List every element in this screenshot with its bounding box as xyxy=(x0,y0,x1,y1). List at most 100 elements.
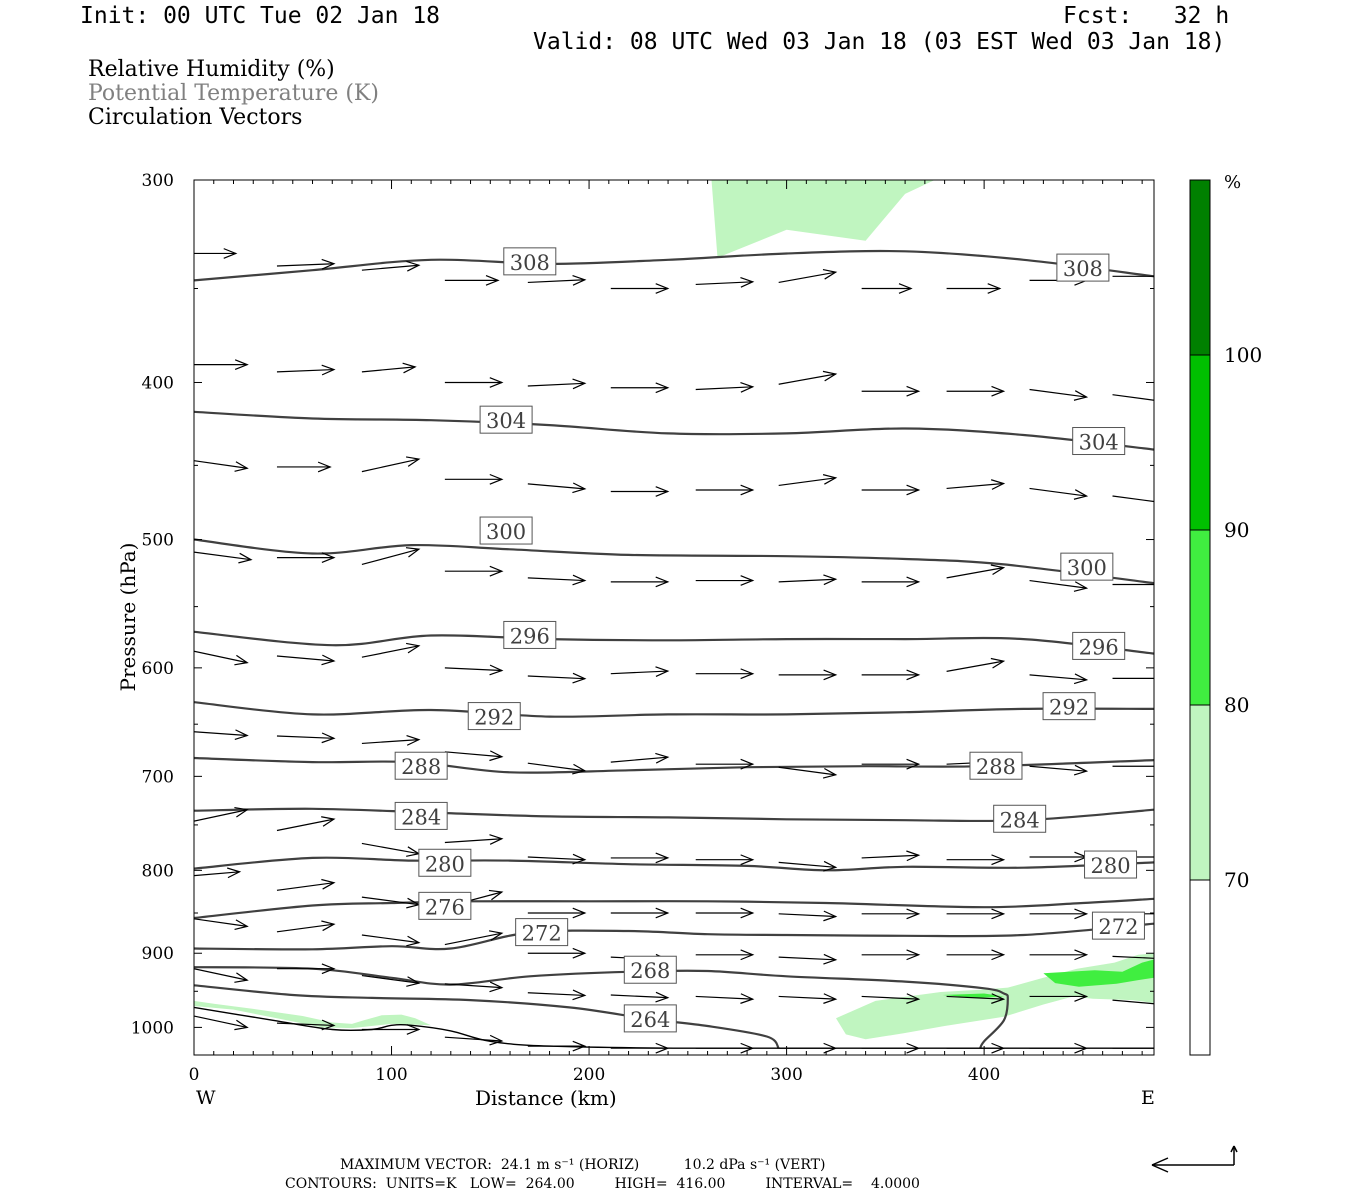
y-tick-label: 600 xyxy=(142,659,174,679)
wind-vector xyxy=(1112,677,1154,679)
wind-vector-head xyxy=(906,576,921,588)
wind-vector-shaft xyxy=(444,932,502,946)
theta-contour-280 xyxy=(194,856,1154,872)
wind-vector-head xyxy=(1073,581,1089,592)
wind-vector xyxy=(861,850,921,862)
wind-vector-head xyxy=(321,364,336,376)
wind-vector xyxy=(695,907,755,919)
wind-vector-head xyxy=(655,752,670,764)
wind-vector xyxy=(695,1042,755,1054)
x-axis-label: Distance (km) xyxy=(475,1086,617,1110)
wind-vector-head xyxy=(823,953,838,965)
wind-vector-head xyxy=(655,666,670,677)
colorbar-segment xyxy=(1190,530,1210,705)
wind-vector-head xyxy=(740,758,755,770)
x-tick-label: 400 xyxy=(968,1065,1000,1085)
colorbar-tick-label: 70 xyxy=(1224,868,1249,892)
wind-vector xyxy=(946,1042,1006,1054)
plot-frame xyxy=(193,179,1155,1056)
wind-vector xyxy=(778,860,838,872)
colorbar-segment xyxy=(1190,705,1210,880)
wind-vector xyxy=(1029,851,1089,863)
wind-vector-head xyxy=(1074,1042,1089,1054)
theta-label-308: 308 xyxy=(1056,253,1110,282)
y-tick-label: 300 xyxy=(142,171,174,191)
wind-vector-shaft xyxy=(610,994,668,999)
wind-vector xyxy=(194,359,249,371)
wind-vector-head xyxy=(655,382,670,394)
wind-vector xyxy=(276,552,336,563)
wind-vector-head xyxy=(572,672,587,684)
wind-vector-shaft xyxy=(194,551,252,561)
humidity-shading xyxy=(194,180,1154,1040)
theta-label-box xyxy=(394,801,448,830)
wind-vector xyxy=(861,949,921,961)
wind-vector-shaft xyxy=(1029,674,1087,681)
wind-vector-shaft xyxy=(361,548,420,566)
wind-vector-shaft xyxy=(610,756,668,763)
wind-vector xyxy=(444,377,504,388)
wind-vector-head xyxy=(655,852,670,864)
wind-vector-head xyxy=(740,907,755,919)
wind-vector-head xyxy=(822,268,838,280)
wind-vector xyxy=(276,1019,336,1031)
wind-vector xyxy=(444,1034,504,1046)
wind-vector-head xyxy=(906,949,921,961)
wind-vector xyxy=(610,666,670,677)
wind-vector xyxy=(276,920,336,933)
wind-vector-shaft xyxy=(778,913,836,918)
wind-vector xyxy=(361,1024,421,1035)
wind-vector-head xyxy=(572,274,587,286)
wind-vector xyxy=(1112,955,1154,959)
wind-vector xyxy=(946,385,1006,397)
wind-vector-head xyxy=(234,972,249,983)
theta-label-text: 284 xyxy=(1000,808,1040,832)
wind-vector-shaft xyxy=(695,386,753,391)
wind-vector-head xyxy=(1073,764,1089,776)
wind-vector xyxy=(444,750,504,762)
theta-contour-304 xyxy=(194,410,1154,451)
wind-vector xyxy=(194,551,253,564)
wind-vector xyxy=(444,565,504,577)
y-tick-label: 900 xyxy=(142,944,174,964)
wind-vector-shaft xyxy=(1029,765,1087,772)
wind-vector-head xyxy=(1073,390,1089,401)
wind-vector xyxy=(610,852,670,864)
wind-vector-head xyxy=(823,1042,838,1054)
wind-vector-shaft xyxy=(527,992,585,997)
wind-vector-shaft xyxy=(527,382,585,387)
wind-vector xyxy=(194,460,249,472)
wind-vector-shaft xyxy=(1029,487,1087,497)
wind-vector-head xyxy=(740,1042,755,1054)
wind-vector-head xyxy=(405,456,421,467)
wind-vector-shaft xyxy=(527,675,585,680)
wind-vector xyxy=(527,574,587,586)
wind-vector-head xyxy=(1157,999,1169,1009)
wind-vector-shaft xyxy=(194,918,248,927)
rh-region-80 xyxy=(1043,959,1154,987)
wind-vector xyxy=(610,752,670,764)
wind-vector xyxy=(946,479,1006,490)
wind-vector-head xyxy=(1157,909,1169,919)
wind-vector-head xyxy=(655,1042,670,1054)
colorbar-unit: % xyxy=(1224,172,1241,193)
theta-label-text: 280 xyxy=(425,852,465,876)
wind-vector-shaft xyxy=(946,567,1004,579)
wind-vector xyxy=(194,248,238,259)
wind-vector xyxy=(778,574,838,586)
wind-vector-head xyxy=(234,1019,249,1031)
wind-vector-head xyxy=(1157,761,1169,771)
theta-label-box xyxy=(503,620,557,649)
wind-vector xyxy=(361,842,421,857)
wind-vector-shaft xyxy=(194,809,248,822)
wind-vector-shaft xyxy=(1112,394,1154,401)
wind-vector-head xyxy=(987,283,1002,294)
wind-vector-head xyxy=(572,378,587,390)
x-tick-label: 300 xyxy=(770,1065,802,1085)
wind-vector-shaft xyxy=(778,956,836,961)
wind-vector xyxy=(778,1042,838,1054)
terrain-line xyxy=(194,1006,1154,1050)
theta-label-280: 280 xyxy=(418,848,472,877)
wind-vector xyxy=(1112,275,1154,277)
wind-vector xyxy=(276,258,336,270)
